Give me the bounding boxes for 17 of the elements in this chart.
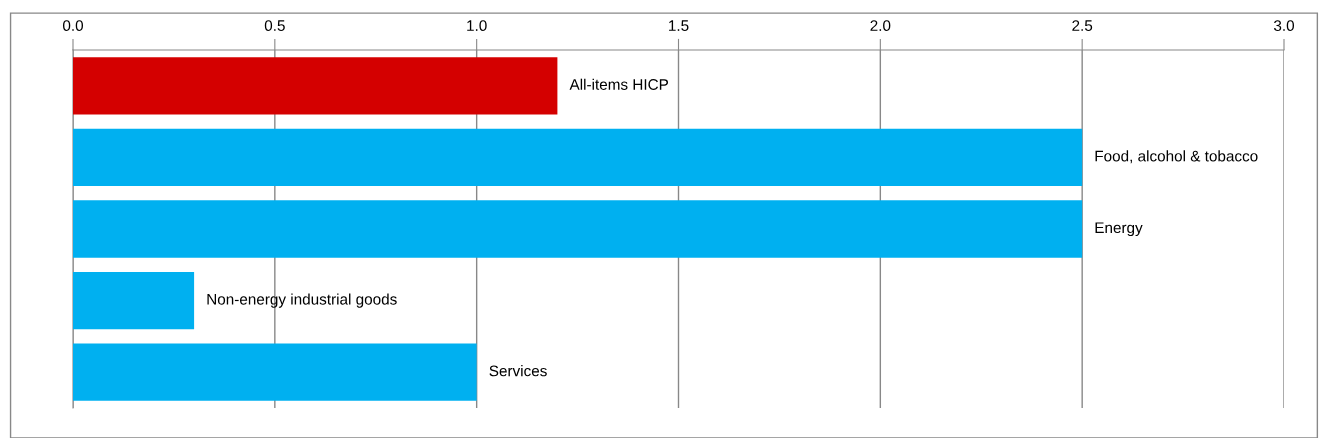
bar — [73, 200, 1083, 258]
x-tick-label: 0.0 — [62, 20, 84, 32]
x-tick-label: 3.0 — [1273, 20, 1295, 32]
x-tick-label: 2.5 — [1072, 20, 1093, 32]
bar — [73, 57, 558, 115]
y-tick-label: Energy — [1095, 222, 1143, 237]
bar — [73, 128, 1083, 187]
y-tick-label: Non-energy industrial goods — [207, 293, 397, 308]
y-tick-label: All-items HICP — [569, 78, 669, 90]
bar — [73, 271, 195, 330]
x-tick-label: 1.0 — [467, 20, 487, 32]
x-tick-label: 1.5 — [669, 20, 689, 32]
x-tick-label: 2.0 — [870, 20, 891, 32]
x-tick-label: 0.5 — [264, 20, 285, 32]
y-tick-label: Services — [489, 365, 547, 377]
bar — [73, 343, 477, 401]
y-tick-label: Food, alcohol & tobacco — [1095, 150, 1258, 164]
